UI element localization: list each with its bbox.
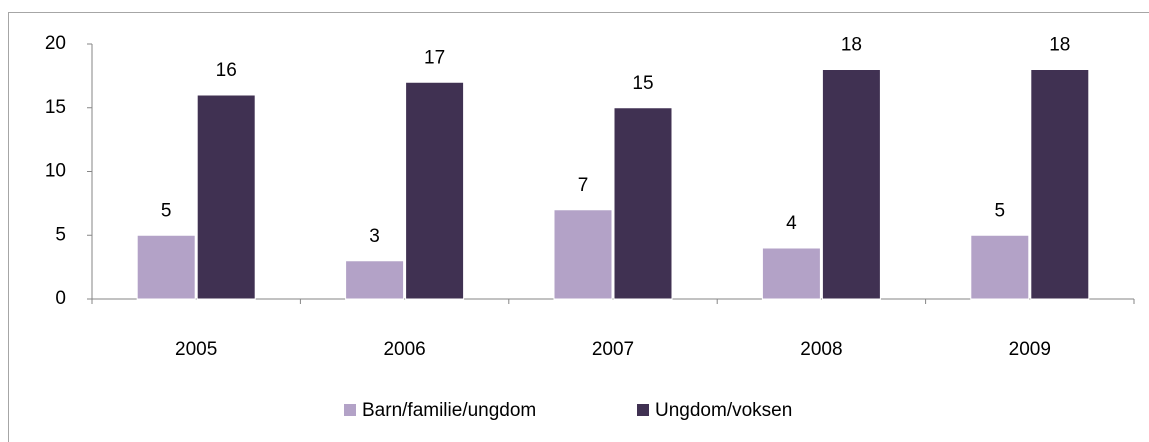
- x-tick-label: 2005: [175, 339, 217, 360]
- bar: [1030, 69, 1090, 300]
- bar: [970, 234, 1030, 300]
- bar: [136, 234, 196, 300]
- legend-swatch: [637, 404, 649, 416]
- x-tick-label: 2008: [800, 339, 842, 360]
- y-tick-label: 5: [55, 224, 66, 245]
- bar: [345, 260, 405, 300]
- y-tick-label: 10: [45, 161, 66, 182]
- data-label: 16: [216, 60, 237, 81]
- x-tick-label: 2009: [1009, 339, 1051, 360]
- y-tick-label: 15: [45, 97, 66, 118]
- x-tick-label: 2006: [383, 339, 425, 360]
- bar: [761, 247, 821, 300]
- data-label: 5: [995, 200, 1006, 221]
- data-label: 17: [424, 47, 445, 68]
- data-label: 18: [1049, 35, 1070, 56]
- legend-label: Ungdom/voksen: [655, 400, 792, 421]
- bar: [196, 94, 256, 300]
- y-tick-label: 0: [55, 288, 66, 309]
- legend-swatch: [344, 404, 356, 416]
- data-label: 3: [369, 226, 380, 247]
- data-label: 7: [578, 175, 589, 196]
- bar: [553, 209, 613, 300]
- bar: [821, 69, 881, 300]
- data-label: 15: [632, 73, 653, 94]
- chart-frame: [8, 12, 1149, 442]
- y-tick-label: 20: [45, 33, 66, 54]
- data-label: 4: [786, 213, 797, 234]
- data-label: 18: [841, 35, 862, 56]
- bar: [613, 107, 673, 300]
- data-label: 5: [161, 200, 172, 221]
- legend-label: Barn/familie/ungdom: [362, 400, 536, 421]
- bar: [405, 81, 465, 300]
- x-tick-label: 2007: [592, 339, 634, 360]
